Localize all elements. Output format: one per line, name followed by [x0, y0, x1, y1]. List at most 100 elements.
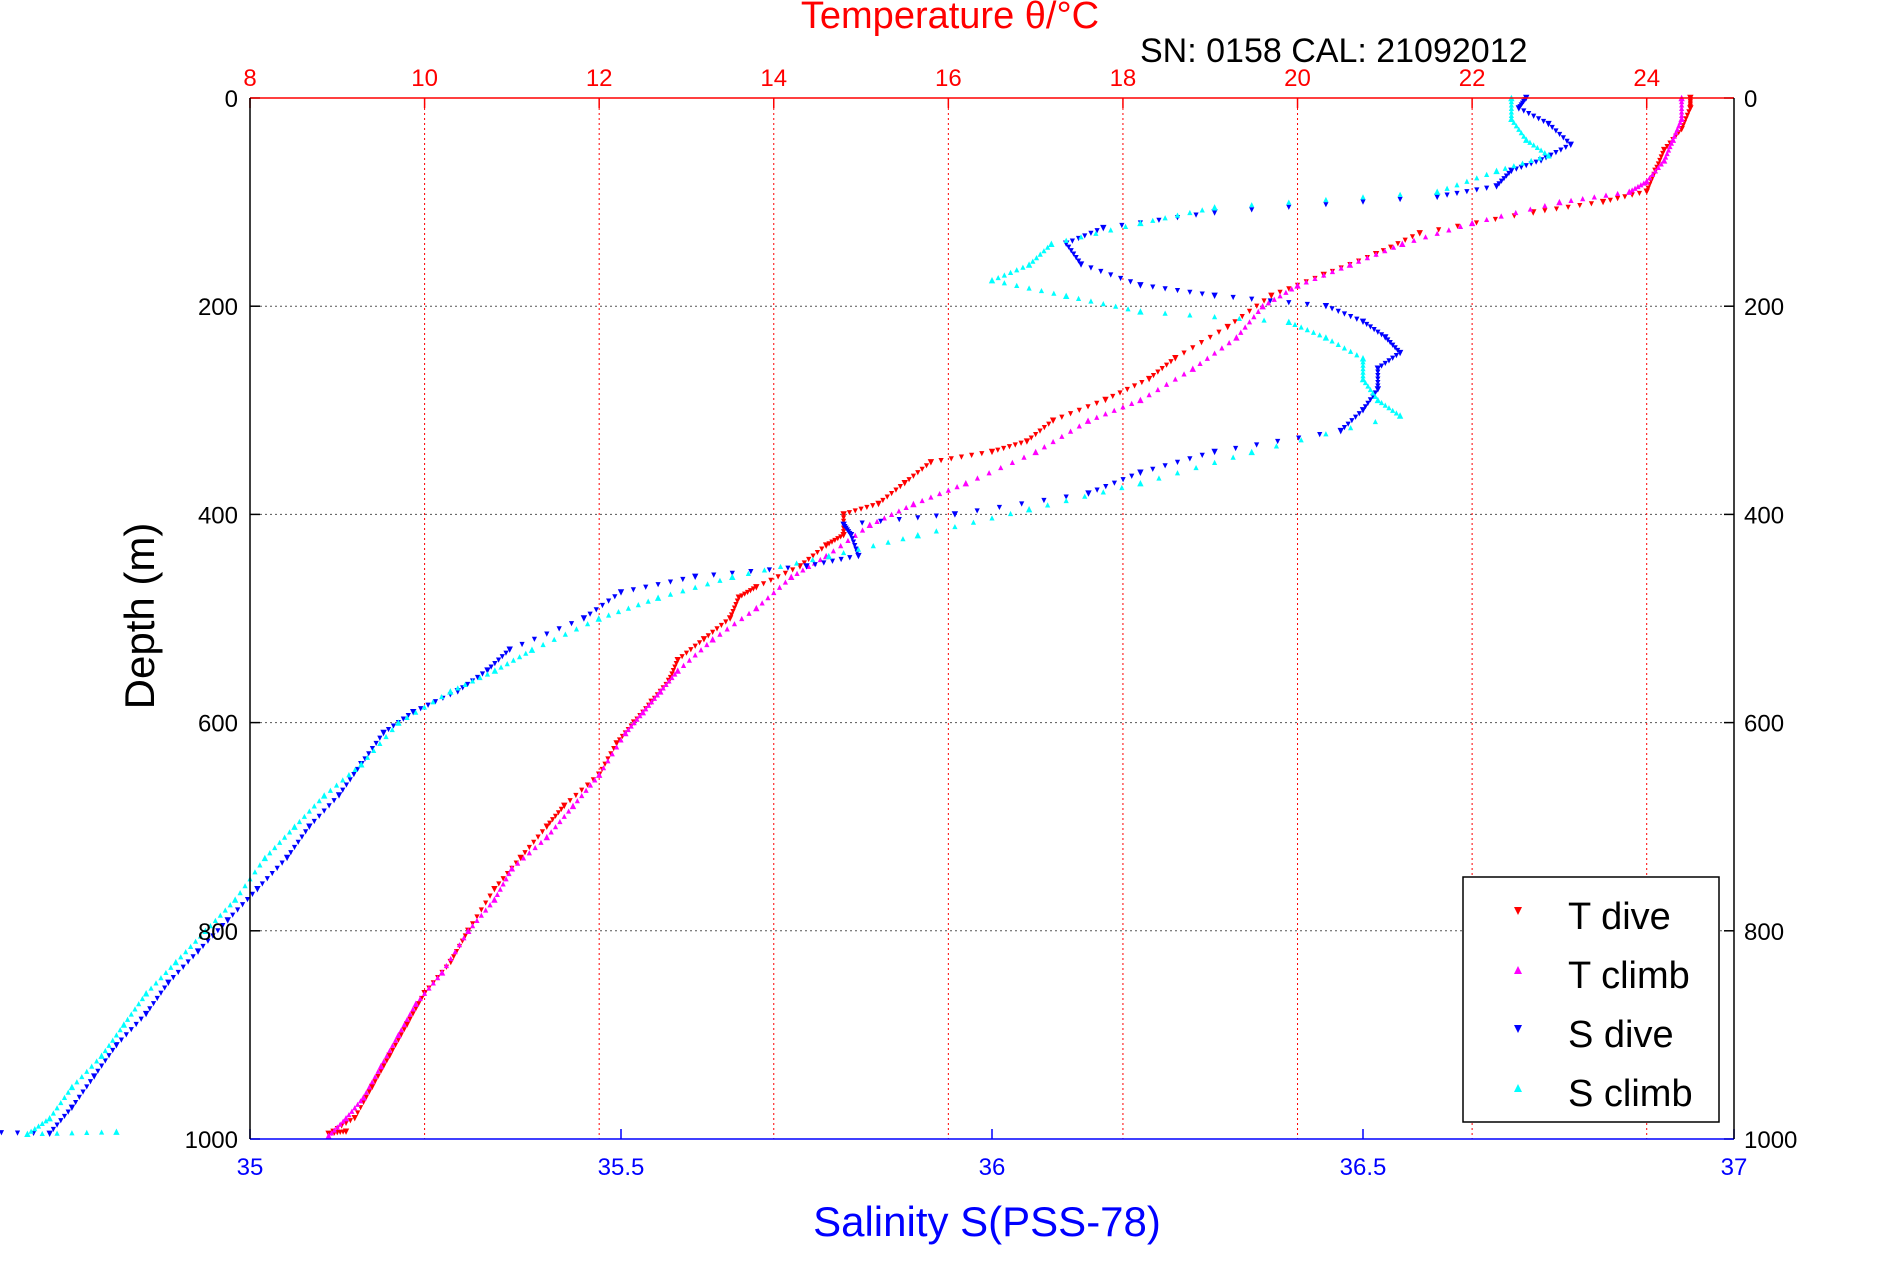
data-point-interp	[587, 782, 594, 788]
data-point-interp	[615, 608, 622, 615]
data-point-interp	[612, 594, 618, 600]
data-point-interp	[1501, 176, 1507, 182]
legend-label: T dive	[1568, 896, 1671, 938]
data-point	[283, 854, 291, 862]
data-point-interp	[222, 907, 228, 913]
data-point-interp	[1474, 187, 1480, 193]
data-point-interp	[1193, 464, 1199, 471]
data-point-interp	[74, 1079, 80, 1085]
data-point	[1643, 178, 1650, 185]
data-point	[1063, 292, 1070, 299]
data-point-interp	[1679, 112, 1685, 118]
data-point-interp	[1498, 178, 1505, 184]
data-point	[517, 854, 524, 862]
data-point-interp	[531, 839, 537, 845]
data-point-interp	[118, 1037, 124, 1043]
data-point	[1233, 334, 1240, 341]
data-point-interp	[347, 1118, 353, 1124]
data-point-interp	[874, 518, 880, 524]
data-point-interp	[1162, 286, 1168, 292]
data-point-interp	[522, 850, 528, 856]
data-point-interp	[470, 922, 476, 929]
data-point-interp	[210, 933, 216, 939]
data-point-interp	[377, 740, 383, 747]
salinity-tick-label: 37	[1721, 1154, 1748, 1181]
chart-subtitle: SN: 0158 CAL: 21092012	[1140, 32, 1528, 70]
data-point-interp	[99, 1063, 105, 1069]
data-point-interp	[1155, 386, 1161, 393]
data-point	[1137, 282, 1144, 289]
data-point-interp	[1508, 105, 1514, 112]
data-point	[988, 276, 996, 284]
data-point-interp	[1304, 301, 1310, 308]
data-point-interp	[1129, 473, 1135, 479]
data-point-interp	[162, 985, 168, 991]
data-point-interp	[1523, 163, 1529, 169]
data-point-interp	[1360, 194, 1366, 200]
data-point-interp	[110, 1047, 116, 1054]
data-point-interp	[1503, 173, 1510, 179]
data-point-interp	[915, 470, 921, 476]
data-point-interp	[257, 862, 263, 868]
data-point	[1382, 334, 1389, 341]
data-point	[1137, 479, 1144, 487]
data-point-interp	[1373, 251, 1379, 257]
data-point-interp	[1655, 161, 1661, 167]
data-point-interp	[1393, 410, 1399, 416]
data-point-interp	[94, 1058, 100, 1064]
data-point-interp	[680, 576, 686, 583]
data-point-interp	[1317, 431, 1323, 438]
data-point-interp	[1275, 438, 1281, 445]
data-point-interp	[1474, 175, 1480, 181]
data-point-interp	[425, 702, 431, 708]
data-point	[951, 511, 959, 518]
data-point-interp	[718, 622, 724, 629]
data-point-interp	[556, 626, 562, 632]
data-point-interp	[510, 657, 517, 663]
data-point-interp	[742, 591, 748, 597]
data-point-interp	[698, 647, 704, 653]
legend-label: S dive	[1568, 1014, 1674, 1056]
data-point	[1294, 282, 1301, 289]
data-point	[1137, 469, 1144, 476]
data-point-interp	[418, 706, 424, 712]
data-point-interp	[1014, 282, 1020, 288]
data-point-interp	[1216, 329, 1222, 335]
legend-marker	[1514, 1084, 1522, 1092]
data-point-interp	[1286, 300, 1292, 306]
data-point-interp	[331, 798, 337, 804]
data-point-interp	[1464, 189, 1470, 195]
data-point-interp	[1686, 109, 1692, 115]
series-s-dive	[0, 94, 1574, 1137]
data-point-interp	[1518, 130, 1524, 136]
data-point-interp	[672, 664, 678, 670]
data-point-interp	[954, 484, 960, 490]
data-point	[1508, 115, 1515, 123]
salinity-tick-label: 36.5	[1340, 1154, 1387, 1181]
data-point-interp	[190, 954, 196, 960]
data-point-interp	[1553, 206, 1560, 212]
data-point-interp	[288, 850, 294, 856]
data-point	[753, 584, 760, 591]
data-point-interp	[1286, 199, 1292, 205]
data-point	[1145, 375, 1153, 383]
data-point-interp	[841, 529, 847, 535]
data-point	[1359, 318, 1367, 326]
data-point-interp	[1037, 428, 1043, 434]
data-point	[788, 573, 795, 581]
data-point-interp	[139, 995, 146, 1002]
data-point-interp	[89, 1063, 95, 1069]
data-point-interp	[704, 641, 710, 648]
data-point	[855, 552, 862, 560]
data-point-interp	[448, 955, 454, 962]
data-point-interp	[212, 917, 218, 923]
data-point-interp	[746, 610, 752, 616]
data-point-interp	[185, 959, 191, 965]
data-point-interp	[670, 667, 676, 674]
data-point-interp	[853, 546, 859, 552]
data-point-interp	[986, 470, 992, 476]
data-point-interp	[299, 834, 305, 840]
x-axis-label: Salinity S(PSS-78)	[813, 1198, 1161, 1245]
data-point-interp	[606, 598, 612, 604]
data-point-interp	[1283, 289, 1289, 295]
